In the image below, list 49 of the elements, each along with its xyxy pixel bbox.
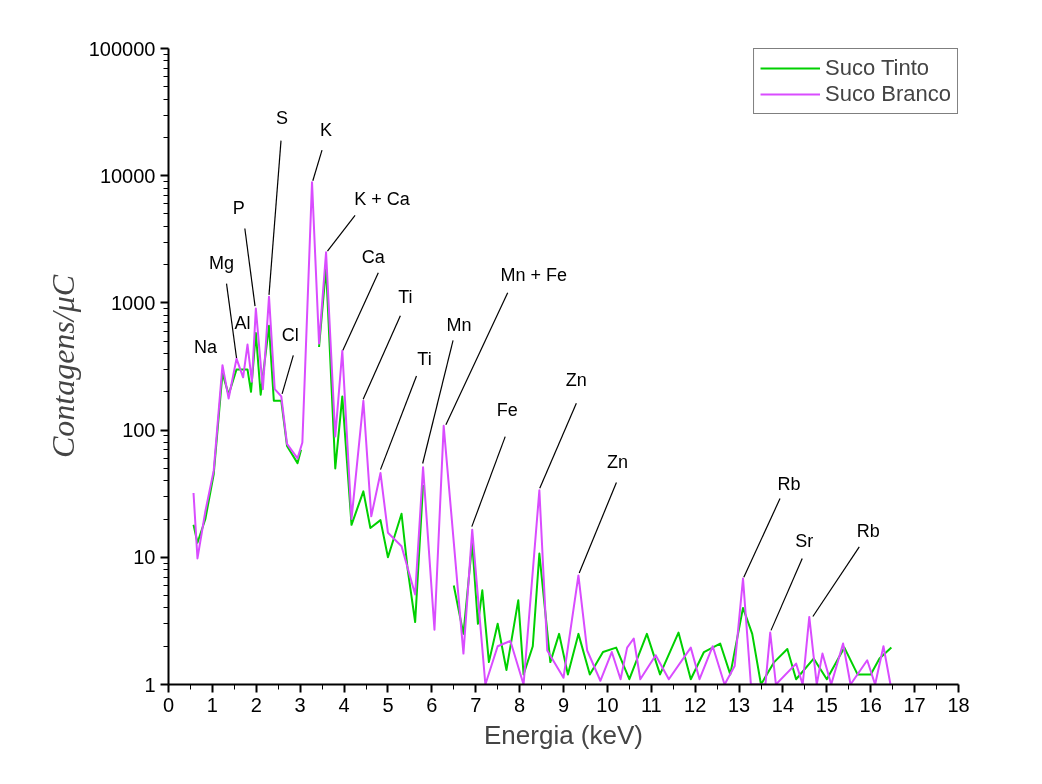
y-tick-label: 1000 <box>111 291 156 314</box>
annotation: Mn + Fe <box>500 264 567 285</box>
x-tick-label: 7 <box>470 693 482 716</box>
annotation: Zn <box>606 452 628 473</box>
x-tick-label: 5 <box>382 693 394 716</box>
y-tick-label: 10000 <box>99 164 156 187</box>
annotation: Ca <box>361 246 386 267</box>
x-tick-label: 12 <box>684 693 707 716</box>
x-tick-label: 15 <box>815 693 838 716</box>
x-tick-label: 3 <box>294 693 306 716</box>
annotation: Na <box>193 337 218 358</box>
annotation: Sr <box>795 530 814 551</box>
annotation: Cl <box>281 325 299 346</box>
annotation: K <box>320 120 333 141</box>
annotation: Mn <box>446 315 472 336</box>
annotation: S <box>276 107 289 128</box>
annotation: Ti <box>417 349 432 369</box>
y-tick-label: 10 <box>133 546 156 569</box>
x-tick-label: 14 <box>771 693 795 716</box>
annotation: Ti <box>398 286 413 307</box>
x-tick-label: 8 <box>514 693 526 716</box>
legend-label: Suco Tinto <box>825 55 929 81</box>
annotation: Rb <box>777 473 801 494</box>
x-tick-label: 2 <box>250 693 262 716</box>
annotation: P <box>232 197 245 218</box>
annotation: Al <box>234 312 251 333</box>
annotation: K + Ca <box>354 189 411 210</box>
x-tick-label: 13 <box>727 693 751 716</box>
y-tick-label: 1 <box>144 673 156 696</box>
y-axis-title: Contagens/μC <box>44 274 81 459</box>
annotation: Zn <box>565 370 587 391</box>
x-tick-label: 1 <box>206 693 218 716</box>
annotation: Rb <box>856 520 880 541</box>
y-tick-label: 100 <box>122 419 156 442</box>
annotation: Mg <box>209 252 235 273</box>
x-tick-label: 10 <box>596 693 619 716</box>
annotation: Fe <box>496 399 518 420</box>
x-tick-label: 11 <box>640 693 662 716</box>
x-tick-label: 6 <box>426 693 438 716</box>
legend-label: Suco Branco <box>825 81 951 107</box>
x-tick-label: 9 <box>557 693 570 716</box>
x-tick-label: 16 <box>859 693 882 716</box>
y-tick-label: 100000 <box>88 37 156 60</box>
x-tick-label: 4 <box>338 693 350 716</box>
x-tick-label: 0 <box>162 693 175 716</box>
x-axis-title: Energia (keV) <box>484 719 643 750</box>
x-tick-label: 17 <box>903 693 926 716</box>
x-tick-label: 18 <box>947 693 970 716</box>
line-series <box>192 181 892 685</box>
